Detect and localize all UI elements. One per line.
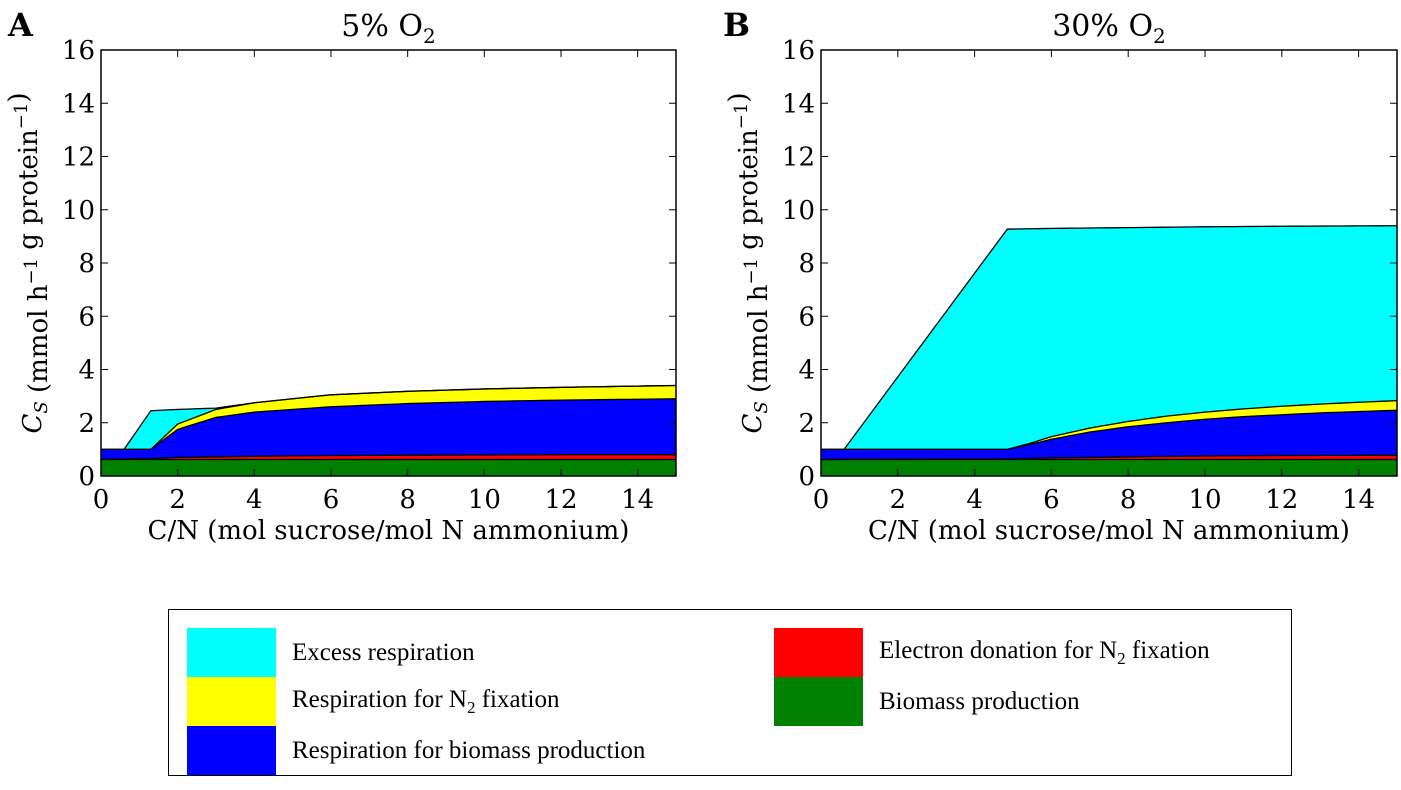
- legend-swatch-respiration-biomass: [187, 726, 276, 775]
- y-tick-label: 12: [782, 143, 815, 173]
- x-tick-label: 0: [93, 485, 110, 515]
- legend-item-respiration-biomass: Respiration for biomass production: [187, 726, 645, 775]
- x-tick-label: 0: [813, 485, 830, 515]
- figure: 0 2 4 6 8 10 12 14 0 2 4 6 8 10 12 14 16 5% O2 A C/N (mol s…: [4, 6, 1398, 546]
- x-tick-label: 4: [246, 485, 263, 515]
- x-tick-label: 12: [544, 485, 577, 515]
- y-tick-label: 6: [78, 302, 95, 332]
- legend-swatch-biomass-production: [774, 677, 863, 726]
- y-tick-label: 2: [798, 409, 815, 439]
- legend-label-biomass-production: Biomass production: [879, 687, 1080, 715]
- legend-item-biomass-production: Biomass production: [774, 677, 1080, 726]
- y-tick-label: 4: [78, 356, 95, 386]
- y-tick-label: 0: [798, 462, 815, 492]
- line-respiration-for-biomass-production: [101, 398, 676, 451]
- line-respiration-for-n2-fixation: [821, 400, 1397, 451]
- legend-label-excess-respiration: Excess respiration: [292, 638, 475, 666]
- y-tick-label: 8: [78, 249, 95, 279]
- legend-item-respiration-n2-fixation: Respiration for N2 fixation: [187, 677, 559, 726]
- panel-b: 0 2 4 6 8 10 12 14 0 2 4 6 8 10 12 14 16 30% O2 B C/N (mol …: [723, 6, 1398, 546]
- area-electron-donation-for-n2-fixation: [101, 454, 676, 460]
- x-tick-label: 2: [890, 485, 907, 515]
- panel-letter: B: [723, 6, 750, 44]
- legend-swatch-respiration-n2-fixation: [187, 677, 276, 726]
- y-tick-label: 14: [782, 89, 815, 119]
- x-tick-label: 10: [468, 485, 501, 515]
- line-excess-respiration: [821, 225, 1397, 451]
- y-tick-label: 16: [782, 36, 815, 66]
- x-axis-label: C/N (mol sucrose/mol N ammonium): [868, 516, 1350, 546]
- y-axis-label: CS (mmol h−1 g protein−1): [4, 93, 54, 434]
- y-tick-label: 6: [798, 302, 815, 332]
- x-tick-label: 12: [1265, 485, 1298, 515]
- y-tick-label: 0: [78, 462, 95, 492]
- plot-areas: [821, 225, 1397, 476]
- panel-a: 0 2 4 6 8 10 12 14 0 2 4 6 8 10 12 14 16 5% O2 A C/N (mol s…: [4, 6, 677, 546]
- x-tick-label: 14: [621, 485, 654, 515]
- chart-title: 30% O2: [1052, 9, 1166, 48]
- y-tick-label: 2: [78, 409, 95, 439]
- x-tick-label: 10: [1188, 485, 1221, 515]
- legend-label-respiration-biomass: Respiration for biomass production: [292, 736, 646, 764]
- line-electron-donation-for-n2-fixation: [821, 454, 1397, 461]
- area-respiration-for-biomass-production: [101, 398, 676, 460]
- area-excess-respiration: [821, 225, 1397, 450]
- y-tick-label: 12: [62, 143, 95, 173]
- x-tick-label: 2: [169, 485, 186, 515]
- y-tick-label: 10: [62, 196, 95, 226]
- x-tick-label: 8: [399, 485, 416, 515]
- legend-label-respiration-n2-fixation: Respiration for N2 fixation: [292, 685, 560, 717]
- y-tick-label: 4: [798, 356, 815, 386]
- line-electron-donation-for-n2-fixation: [101, 454, 676, 461]
- x-tick-label: 6: [1043, 485, 1060, 515]
- legend-item-excess-respiration: Excess respiration: [187, 628, 475, 677]
- y-tick-label: 8: [798, 249, 815, 279]
- area-biomass-production: [821, 459, 1397, 476]
- x-axis-label: C/N (mol sucrose/mol N ammonium): [148, 516, 630, 546]
- x-tick-label: 4: [966, 485, 983, 515]
- x-tick-label: 14: [1342, 485, 1375, 515]
- legend-swatch-excess-respiration: [187, 628, 276, 677]
- legend-swatch-electron-donation: [774, 628, 863, 677]
- area-biomass-production: [101, 459, 676, 476]
- chart-title: 5% O2: [341, 9, 435, 48]
- y-axis-label: CS (mmol h−1 g protein−1): [724, 93, 774, 434]
- plot-areas: [101, 384, 676, 476]
- line-excess-respiration: [101, 384, 676, 451]
- y-tick-label: 16: [62, 36, 95, 66]
- legend-item-electron-donation: Electron donation for N2 fixation: [774, 628, 1210, 677]
- x-tick-label: 6: [323, 485, 340, 515]
- y-tick-label: 14: [62, 89, 95, 119]
- panel-letter: A: [7, 6, 34, 44]
- legend-label-electron-donation: Electron donation for N2 fixation: [879, 636, 1210, 668]
- y-tick-label: 10: [782, 196, 815, 226]
- x-tick-label: 8: [1120, 485, 1137, 515]
- area-respiration-for-biomass-production: [821, 410, 1397, 460]
- legend: Excess respiration Respiration for N2 fi…: [168, 609, 1292, 776]
